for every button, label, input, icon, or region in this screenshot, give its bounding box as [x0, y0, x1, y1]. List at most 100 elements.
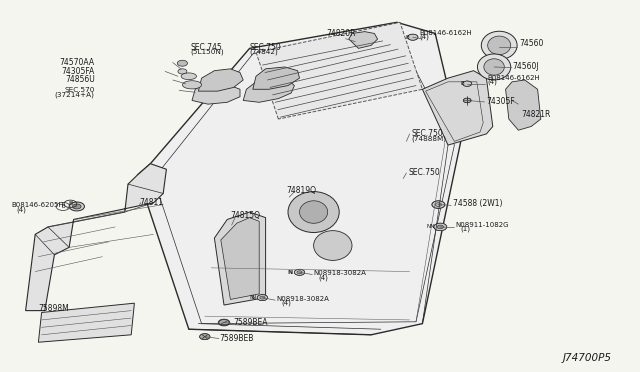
Text: SEC.745: SEC.745: [191, 43, 223, 52]
Circle shape: [294, 269, 305, 275]
Text: SEC.750: SEC.750: [408, 169, 440, 177]
Polygon shape: [243, 78, 294, 102]
Ellipse shape: [300, 201, 328, 223]
Text: N08918-3082A: N08918-3082A: [276, 296, 330, 302]
Text: SEC.570: SEC.570: [65, 87, 95, 93]
Circle shape: [297, 271, 302, 274]
Text: 74588 (2W1): 74588 (2W1): [453, 199, 502, 208]
Circle shape: [260, 296, 265, 299]
Circle shape: [432, 201, 445, 208]
Circle shape: [435, 203, 442, 206]
Text: N08918-3082A: N08918-3082A: [314, 270, 367, 276]
Circle shape: [294, 269, 305, 275]
Text: 74305F: 74305F: [486, 97, 515, 106]
Circle shape: [463, 98, 471, 103]
Text: 74305FA: 74305FA: [61, 67, 95, 76]
Circle shape: [463, 81, 472, 86]
Circle shape: [465, 82, 470, 85]
Circle shape: [408, 34, 418, 40]
Text: N: N: [287, 270, 292, 275]
Circle shape: [434, 223, 447, 231]
Polygon shape: [221, 218, 259, 299]
Text: B: B: [68, 201, 72, 206]
Text: 74821R: 74821R: [522, 110, 551, 119]
Circle shape: [463, 98, 471, 103]
Text: (4): (4): [488, 79, 497, 86]
Polygon shape: [256, 22, 422, 119]
Circle shape: [437, 225, 444, 229]
Text: 74819Q: 74819Q: [287, 186, 317, 195]
Text: B08146-6205H: B08146-6205H: [12, 202, 64, 208]
Polygon shape: [26, 164, 166, 311]
Circle shape: [297, 271, 302, 274]
Text: 74856U: 74856U: [65, 76, 95, 84]
Polygon shape: [422, 71, 493, 145]
Text: (4): (4): [318, 274, 328, 281]
Ellipse shape: [288, 192, 339, 232]
Text: 74560J: 74560J: [512, 62, 539, 71]
Circle shape: [257, 295, 268, 301]
Ellipse shape: [182, 81, 202, 89]
Circle shape: [221, 321, 227, 324]
Polygon shape: [253, 67, 300, 89]
Circle shape: [219, 320, 229, 326]
Polygon shape: [138, 22, 461, 335]
Circle shape: [257, 295, 268, 301]
Circle shape: [72, 204, 81, 209]
Circle shape: [434, 223, 447, 231]
Circle shape: [202, 335, 207, 338]
Circle shape: [178, 69, 187, 74]
Text: J74700P5: J74700P5: [563, 353, 612, 363]
Text: 74560: 74560: [520, 39, 544, 48]
Circle shape: [432, 201, 445, 208]
Circle shape: [408, 34, 418, 40]
Ellipse shape: [488, 36, 511, 55]
Text: (74842): (74842): [250, 49, 278, 55]
Text: B: B: [61, 204, 65, 209]
Circle shape: [177, 60, 188, 66]
Text: 7589BEA: 7589BEA: [234, 318, 268, 327]
Text: 74811: 74811: [140, 198, 164, 207]
Polygon shape: [506, 80, 541, 130]
Circle shape: [437, 225, 444, 229]
Ellipse shape: [477, 54, 511, 80]
Circle shape: [69, 202, 84, 211]
Text: 74815Q: 74815Q: [230, 211, 260, 220]
Ellipse shape: [481, 31, 517, 60]
Text: (4): (4): [16, 206, 26, 213]
Circle shape: [200, 334, 210, 340]
Text: (1): (1): [461, 226, 471, 232]
Polygon shape: [38, 303, 134, 342]
Polygon shape: [198, 69, 243, 91]
Circle shape: [435, 203, 442, 206]
Text: B08146-6162H: B08146-6162H: [488, 75, 540, 81]
Circle shape: [410, 36, 415, 39]
Circle shape: [260, 296, 265, 299]
Ellipse shape: [484, 59, 504, 75]
Text: (74888M): (74888M): [412, 135, 447, 142]
Polygon shape: [192, 82, 240, 104]
Text: B: B: [405, 35, 409, 40]
Text: SEC.750: SEC.750: [412, 129, 444, 138]
Text: (5L150N): (5L150N): [191, 49, 225, 55]
Text: N: N: [288, 270, 292, 275]
Polygon shape: [214, 212, 266, 305]
Circle shape: [200, 334, 210, 340]
Text: B08146-6162H: B08146-6162H: [419, 30, 472, 36]
Polygon shape: [349, 32, 378, 48]
Text: N: N: [429, 224, 435, 230]
Text: SEC.750: SEC.750: [250, 43, 282, 52]
Circle shape: [463, 81, 472, 86]
Text: N: N: [251, 295, 255, 300]
Text: 7589BEB: 7589BEB: [219, 334, 253, 343]
Text: (4): (4): [419, 33, 429, 40]
Text: 74570AA: 74570AA: [60, 58, 95, 67]
Text: 75898M: 75898M: [38, 304, 69, 313]
Ellipse shape: [181, 73, 196, 80]
Ellipse shape: [314, 231, 352, 260]
Text: N: N: [427, 224, 431, 230]
Text: 74820R: 74820R: [326, 29, 356, 38]
Circle shape: [218, 319, 230, 326]
Text: B: B: [460, 81, 464, 86]
Text: (37214+A): (37214+A): [55, 92, 95, 98]
